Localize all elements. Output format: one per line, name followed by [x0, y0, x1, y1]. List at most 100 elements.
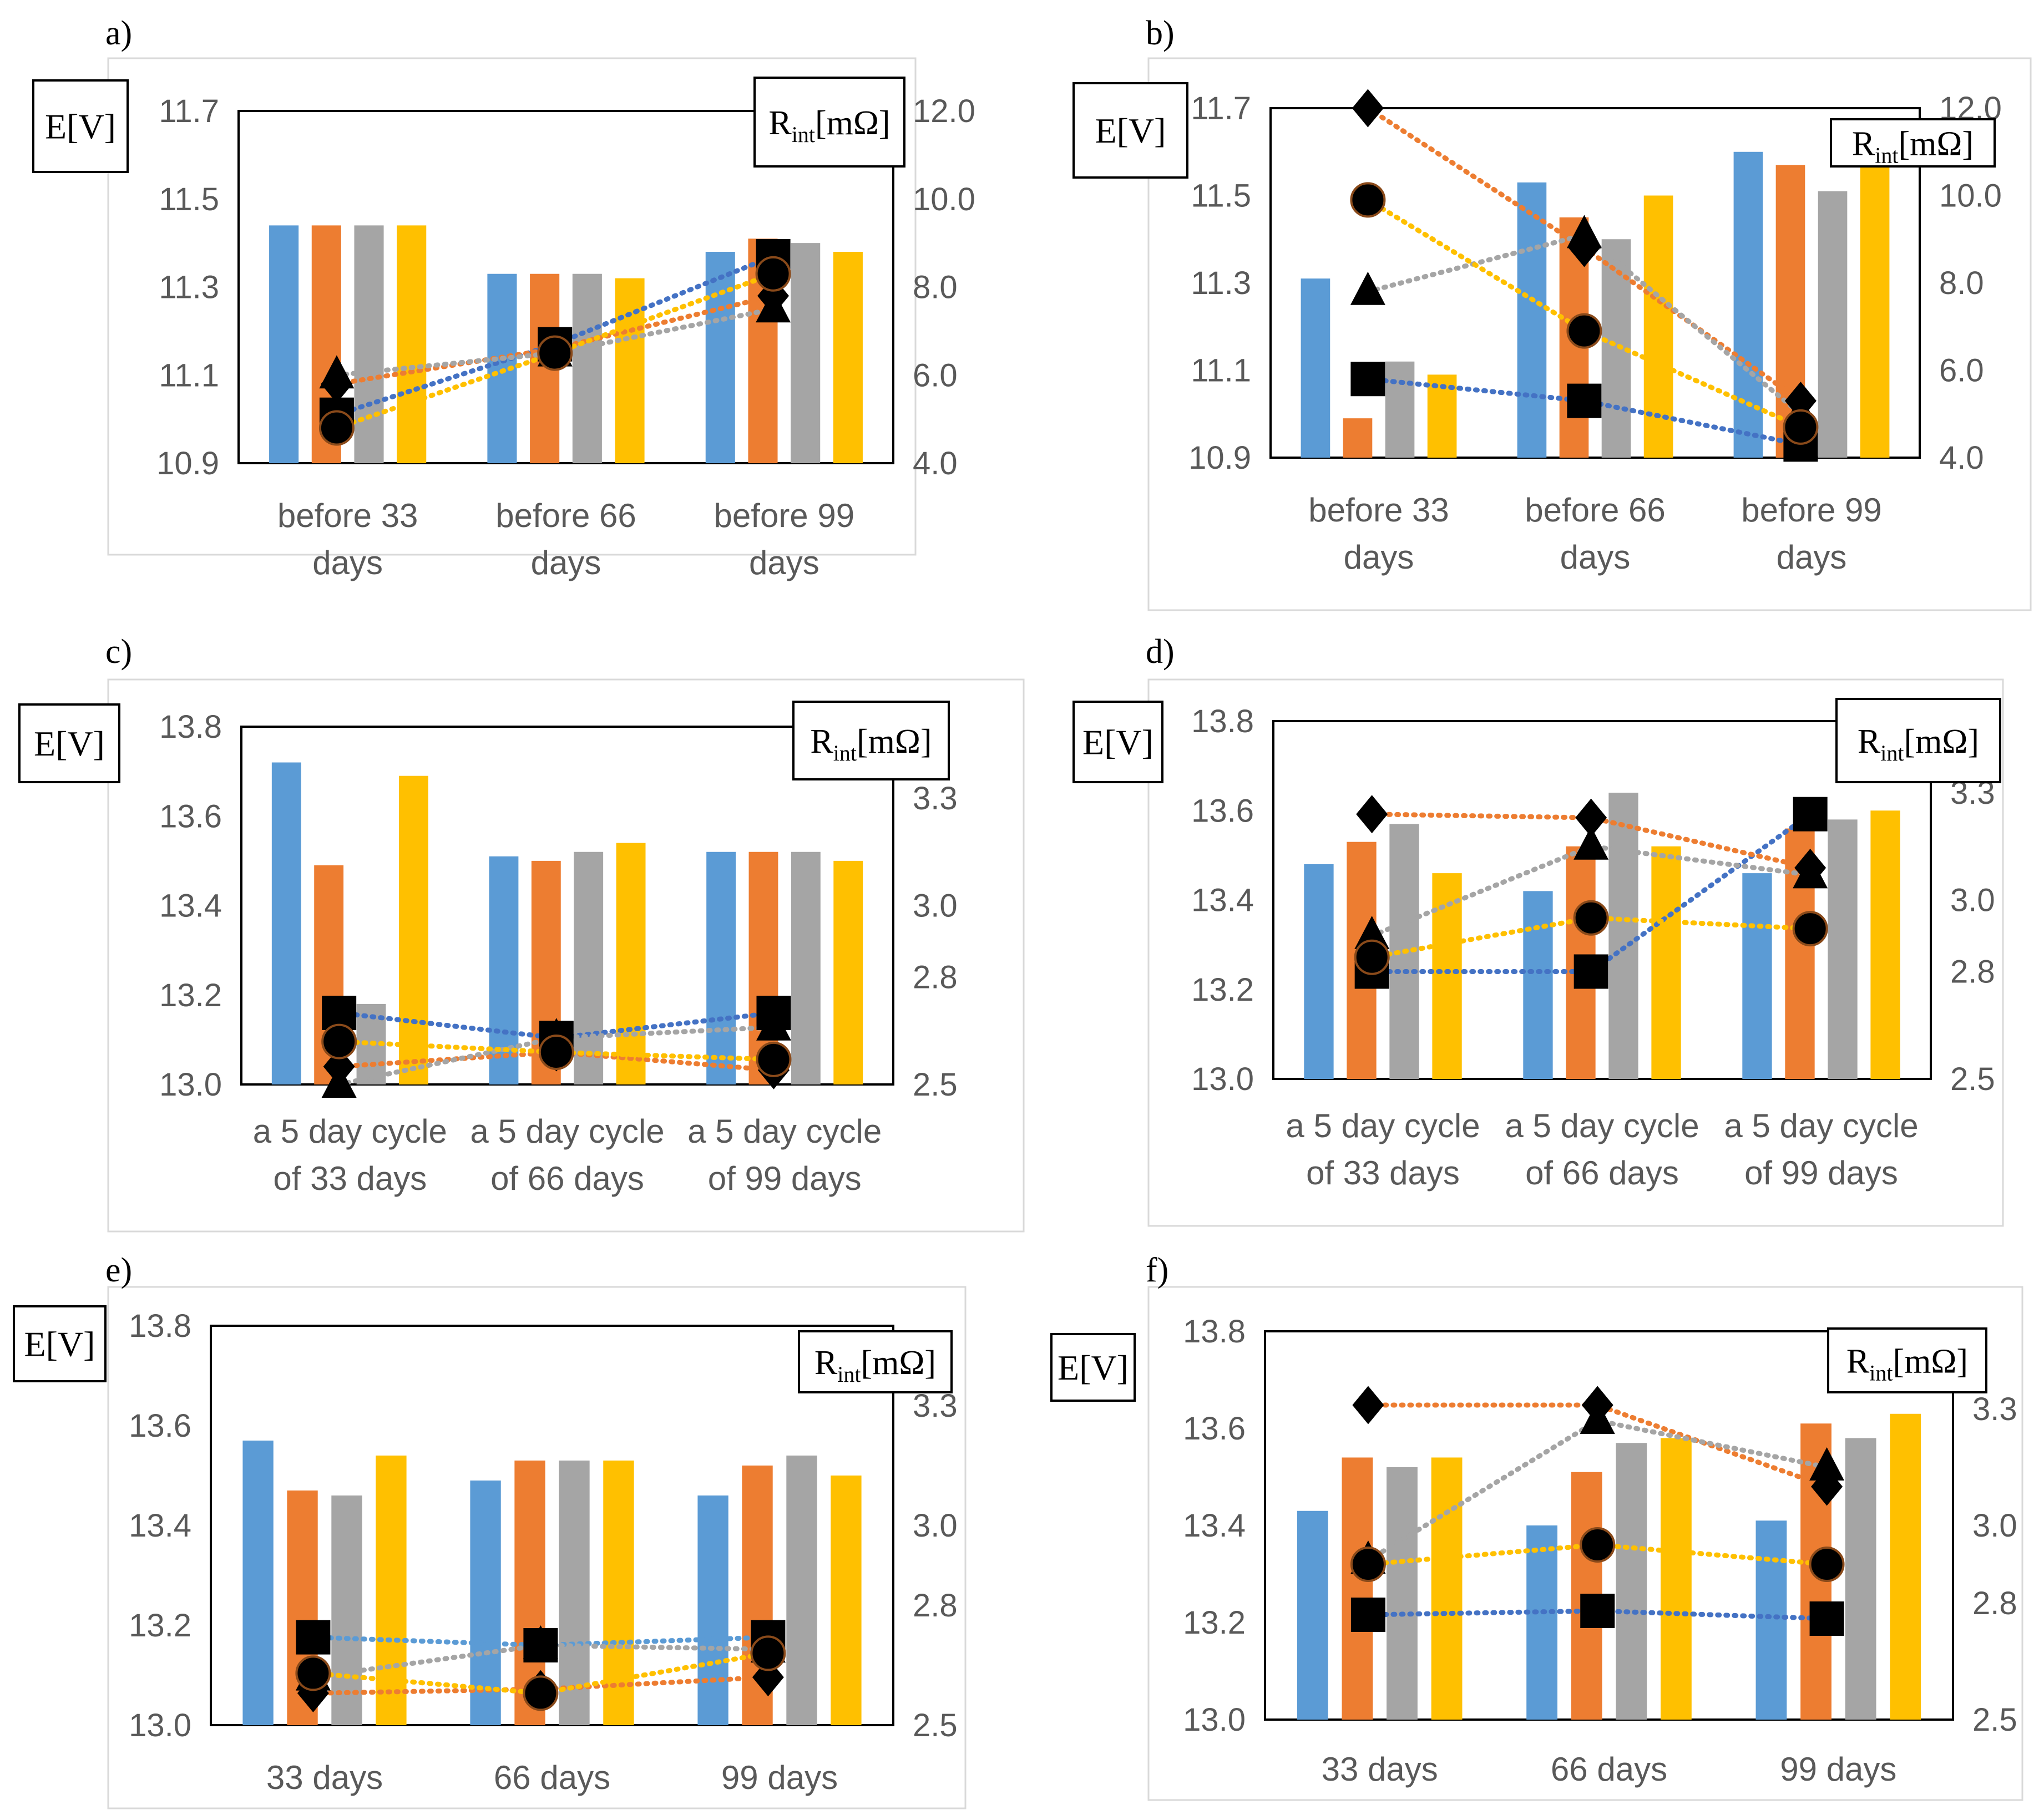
right-axis-label-unit: [mΩ]	[1904, 723, 1979, 761]
figure: a) 10.9 11.1 11.3 11.5 11.7 4.0 6.0 8.0 10.0 12.0 b…	[0, 0, 2044, 1820]
bar	[1385, 362, 1415, 458]
left-axis-label: E[V]	[45, 107, 116, 146]
y-left-tick-label: 11.3	[1191, 265, 1251, 301]
y-right-tick-label: 2.5	[1972, 1702, 2017, 1738]
bar	[1860, 156, 1890, 458]
bar	[573, 274, 602, 463]
bar	[616, 843, 646, 1084]
x-category-label: a 5 day cycle	[1286, 1107, 1480, 1144]
bar	[1890, 1414, 1921, 1720]
right-axis-label: Rint[mΩ]	[1852, 125, 1974, 168]
right-axis-label-sub: int	[792, 122, 815, 147]
bar	[1616, 1443, 1647, 1720]
x-category-label: of 66 days	[490, 1160, 644, 1197]
bar	[1608, 793, 1638, 1079]
circle-marker	[751, 1636, 785, 1670]
bar	[1828, 819, 1857, 1079]
bar	[376, 1456, 406, 1725]
x-category-label: 99 days	[721, 1759, 838, 1796]
circle-marker	[1575, 901, 1608, 935]
right-axis-label: Rint[mΩ]	[810, 723, 932, 765]
bar	[791, 852, 821, 1084]
x-category-label: days	[749, 544, 819, 581]
x-category-label: days	[1344, 539, 1414, 576]
y-right-tick-label: 3.0	[913, 888, 958, 924]
y-left-tick-label: 13.8	[129, 1308, 191, 1344]
right-axis-label-unit: [mΩ]	[815, 104, 891, 142]
y-left-tick-label: 13.2	[159, 977, 222, 1013]
bar	[833, 861, 863, 1084]
x-category-label: before 66	[1525, 491, 1666, 529]
circle-marker	[322, 1025, 356, 1058]
left-axis-label: E[V]	[24, 1325, 95, 1364]
x-category-label: before 33	[1308, 491, 1449, 529]
y-left-tick-label: 10.9	[156, 445, 219, 481]
y-right-tick-label: 3.0	[1950, 883, 1995, 919]
square-marker	[1567, 384, 1601, 418]
panel-label: e)	[105, 1251, 132, 1289]
chart-panel-e: e) 13.0 13.2 13.4 13.6 13.8 2.5 2.8 3.0 3.3 33 day…	[14, 1251, 965, 1808]
x-category-label: a 5 day cycle	[687, 1113, 882, 1150]
x-category-label: 33 days	[1322, 1751, 1438, 1788]
y-left-tick-label: 11.7	[1191, 90, 1251, 126]
x-category-label: a 5 day cycle	[1724, 1107, 1918, 1144]
x-category-label: of 99 days	[1744, 1154, 1898, 1192]
circle-marker	[757, 1043, 790, 1076]
bar	[242, 1441, 273, 1725]
bar	[1517, 182, 1547, 458]
figure-svg: a)10.911.111.311.511.74.06.08.010.012.0b…	[0, 0, 2044, 1820]
y-right-tick-label: 10.0	[1939, 178, 2002, 214]
circle-marker	[757, 257, 790, 291]
bar	[831, 1476, 861, 1725]
circle-marker	[1352, 1548, 1385, 1581]
bar	[354, 225, 383, 463]
y-right-tick-label: 3.0	[913, 1508, 958, 1544]
panel-label: a)	[105, 14, 132, 52]
y-right-tick-label: 2.5	[913, 1707, 958, 1743]
y-right-tick-label: 3.3	[1972, 1391, 2017, 1427]
square-marker	[1352, 1598, 1385, 1631]
bar	[1342, 1458, 1373, 1720]
circle-marker	[1567, 315, 1601, 348]
circle-marker	[1351, 183, 1384, 216]
y-left-tick-label: 13.4	[1183, 1508, 1246, 1544]
y-right-tick-label: 4.0	[913, 445, 958, 481]
bar	[1304, 864, 1333, 1079]
y-right-tick-label: 2.5	[913, 1067, 958, 1103]
bar	[1651, 846, 1681, 1079]
circle-marker	[1355, 941, 1389, 974]
bar	[269, 225, 298, 463]
bar	[1742, 873, 1772, 1079]
right-axis-label-base: R	[814, 1344, 838, 1382]
right-axis-label-sub: int	[1880, 741, 1904, 765]
circle-marker	[538, 337, 571, 370]
bar	[1301, 278, 1330, 458]
y-left-tick-label: 13.2	[1191, 972, 1254, 1008]
y-left-tick-label: 13.4	[129, 1508, 191, 1544]
circle-marker	[1784, 410, 1817, 444]
y-right-tick-label: 8.0	[913, 270, 958, 306]
circle-marker	[540, 1036, 573, 1069]
y-left-tick-label: 11.5	[1191, 178, 1251, 214]
y-left-tick-label: 11.1	[159, 357, 219, 393]
x-category-label: 66 days	[1551, 1751, 1667, 1788]
bar	[615, 278, 645, 463]
x-category-label: days	[1560, 539, 1631, 576]
right-axis-label-base: R	[1852, 125, 1875, 163]
bar	[833, 252, 863, 463]
x-category-label: 99 days	[1780, 1751, 1896, 1788]
y-left-tick-label: 13.6	[1191, 793, 1254, 829]
x-category-label: days	[312, 544, 383, 581]
y-right-tick-label: 2.8	[913, 1588, 958, 1624]
bar	[397, 225, 426, 463]
y-left-tick-label: 10.9	[1188, 440, 1251, 476]
bar	[1870, 810, 1900, 1079]
chart-panel-f: f)13.013.213.413.613.82.52.83.03.333 day…	[1051, 1251, 2022, 1800]
y-left-tick-label: 13.0	[159, 1067, 222, 1103]
bar	[1387, 1467, 1418, 1720]
y-left-tick-label: 13.4	[159, 888, 222, 924]
y-left-tick-label: 13.2	[129, 1608, 191, 1644]
circle-marker	[1794, 912, 1827, 945]
x-category-label: before 66	[495, 497, 636, 534]
right-axis-label-unit: [mΩ]	[1893, 1343, 1968, 1381]
